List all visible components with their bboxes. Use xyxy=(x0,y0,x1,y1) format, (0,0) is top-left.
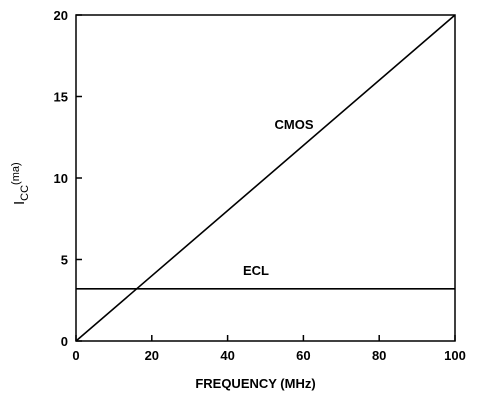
series-label-ecl: ECL xyxy=(243,263,269,278)
x-tick-label-100: 100 xyxy=(444,348,466,363)
x-tick-label-80: 80 xyxy=(372,348,386,363)
y-axis-title-main: I xyxy=(11,201,28,205)
series-lines xyxy=(75,14,456,342)
y-axis-title: ICC(ma) xyxy=(10,162,31,205)
series-labels: CMOS ECL xyxy=(243,117,314,278)
y-tick-label-5: 5 xyxy=(61,253,68,268)
y-axis-ticks: 0 5 10 15 20 xyxy=(54,8,82,349)
x-axis-title: FREQUENCY (MHz) xyxy=(195,376,315,391)
x-tick-label-0: 0 xyxy=(72,348,79,363)
svg-text:ICC(ma): ICC(ma) xyxy=(10,162,31,205)
y-tick-label-15: 15 xyxy=(54,90,68,105)
x-tick-label-60: 60 xyxy=(296,348,310,363)
x-axis-ticks: 0 20 40 60 80 100 xyxy=(72,335,466,363)
y-axis-title-superscript: (ma) xyxy=(10,162,22,185)
y-tick-label-0: 0 xyxy=(61,334,68,349)
y-tick-label-10: 10 xyxy=(54,171,68,186)
series-line-cmos xyxy=(75,14,456,342)
x-tick-label-40: 40 xyxy=(220,348,234,363)
series-label-cmos: CMOS xyxy=(275,117,314,132)
y-tick-label-20: 20 xyxy=(54,8,68,23)
y-axis-title-subscript: CC xyxy=(19,185,31,201)
x-tick-label-20: 20 xyxy=(145,348,159,363)
